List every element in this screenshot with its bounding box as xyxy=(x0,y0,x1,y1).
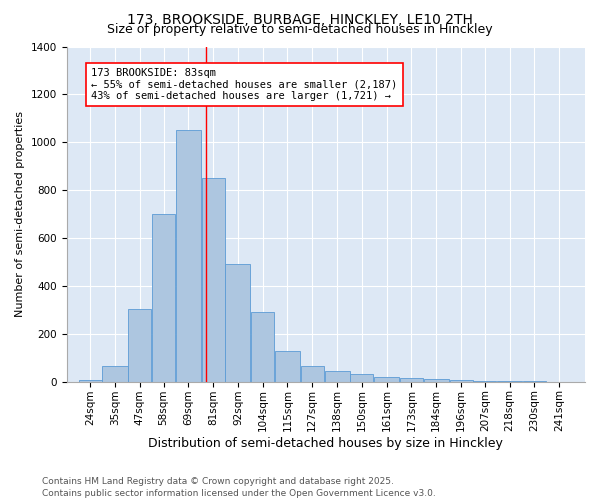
Bar xyxy=(374,377,399,382)
Bar xyxy=(325,371,350,382)
Text: 173, BROOKSIDE, BURBAGE, HINCKLEY, LE10 2TH: 173, BROOKSIDE, BURBAGE, HINCKLEY, LE10 … xyxy=(127,12,473,26)
Bar xyxy=(226,264,250,382)
Y-axis label: Number of semi-detached properties: Number of semi-detached properties xyxy=(15,111,25,317)
Bar xyxy=(251,312,274,382)
Text: 173 BROOKSIDE: 83sqm
← 55% of semi-detached houses are smaller (2,187)
43% of se: 173 BROOKSIDE: 83sqm ← 55% of semi-detac… xyxy=(91,68,398,101)
Bar xyxy=(202,178,224,382)
X-axis label: Distribution of semi-detached houses by size in Hinckley: Distribution of semi-detached houses by … xyxy=(148,437,503,450)
Bar xyxy=(301,366,324,382)
Bar xyxy=(103,366,128,382)
Bar xyxy=(424,380,449,382)
Bar xyxy=(176,130,201,382)
Bar xyxy=(152,214,175,382)
Bar xyxy=(275,350,300,382)
Bar xyxy=(128,308,151,382)
Bar xyxy=(449,380,473,382)
Text: Contains HM Land Registry data © Crown copyright and database right 2025.
Contai: Contains HM Land Registry data © Crown c… xyxy=(42,476,436,498)
Bar xyxy=(350,374,373,382)
Bar xyxy=(473,381,496,382)
Bar xyxy=(400,378,423,382)
Bar xyxy=(79,380,102,382)
Text: Size of property relative to semi-detached houses in Hinckley: Size of property relative to semi-detach… xyxy=(107,22,493,36)
